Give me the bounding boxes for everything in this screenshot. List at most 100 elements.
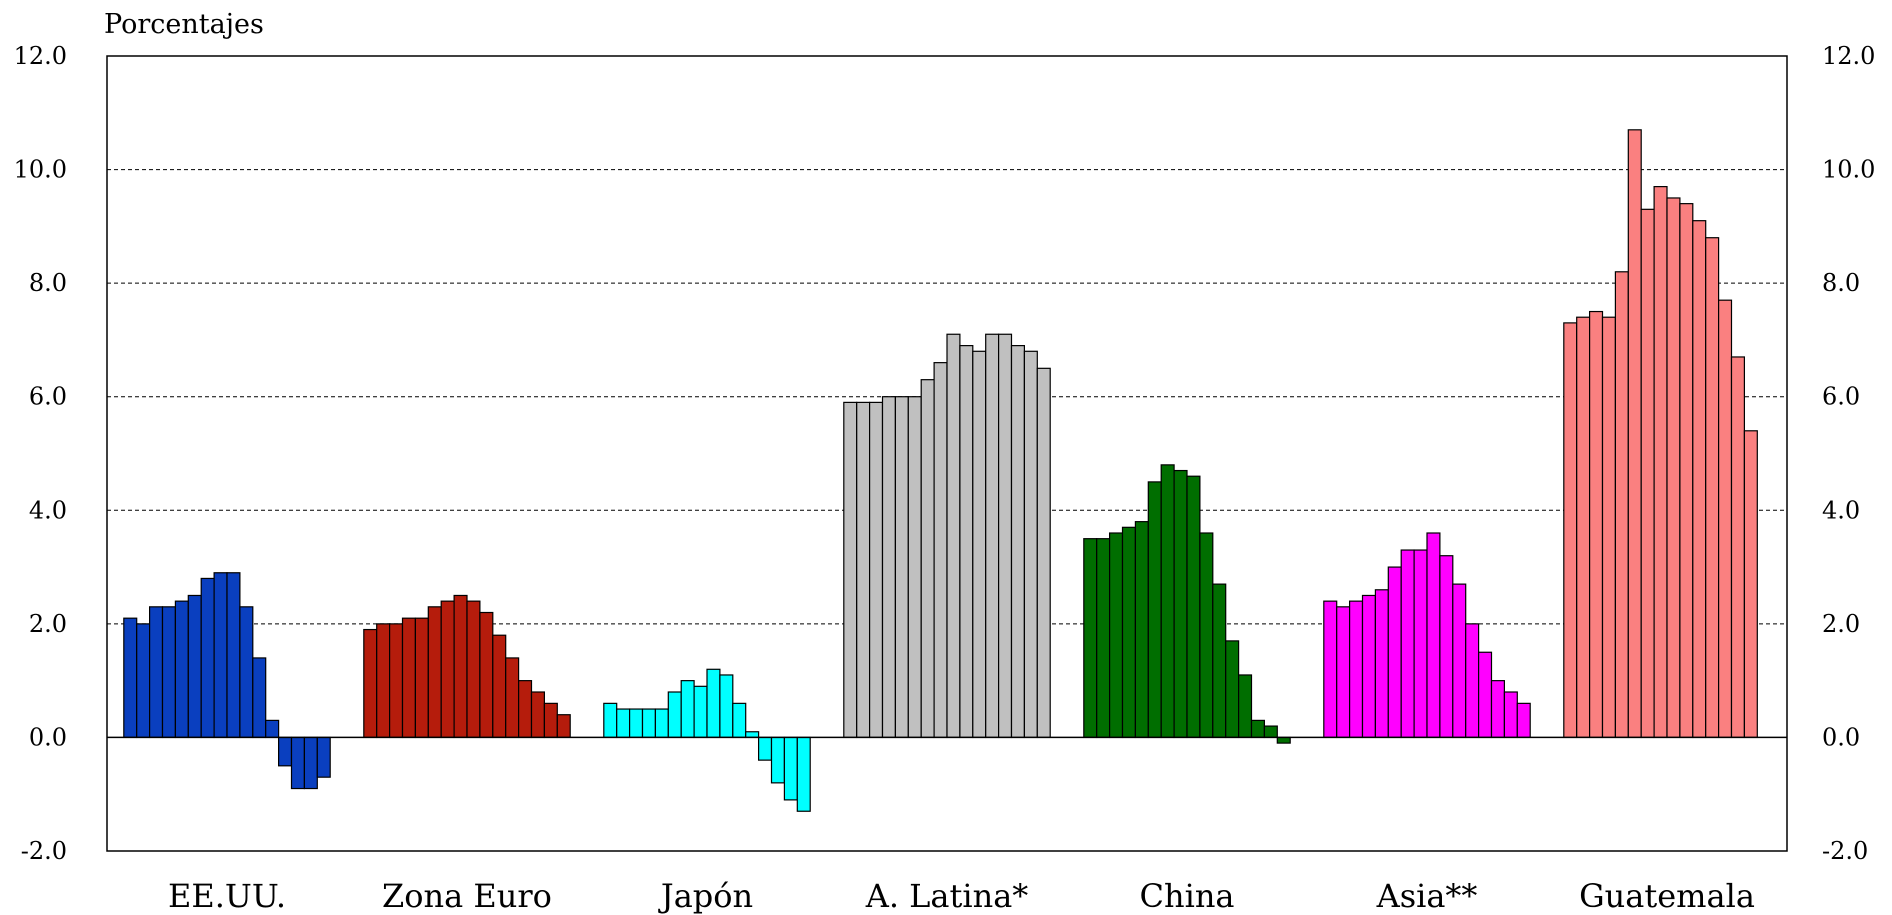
bar [616, 708, 631, 739]
y-tick-label-right: -2.0 [1822, 837, 1868, 865]
category-labels: EE.UU. Zona Euro Japón A. Latina* China Asia*… [168, 877, 1755, 915]
bar [213, 572, 228, 739]
bar [505, 657, 520, 739]
bar [1601, 316, 1616, 739]
bar [1666, 197, 1681, 739]
bar [920, 379, 935, 739]
bar [530, 691, 545, 739]
bar [174, 600, 189, 739]
bar [985, 333, 1000, 739]
bar [1134, 521, 1149, 739]
bar [1173, 469, 1188, 739]
bar [796, 736, 811, 812]
category-label: A. Latina* [865, 877, 1029, 915]
bar [290, 736, 305, 790]
bar [972, 350, 987, 739]
bar [1679, 203, 1694, 739]
bar [1250, 719, 1265, 739]
bar [1465, 623, 1480, 739]
category-label: Japón [658, 877, 753, 915]
bar [1439, 555, 1454, 739]
bar [641, 708, 656, 739]
bar [1323, 600, 1338, 739]
bar [946, 333, 961, 739]
category-label: Guatemala [1579, 877, 1755, 915]
bar [543, 702, 558, 739]
plot-area-frame [106, 55, 1788, 852]
bar [933, 362, 948, 739]
bar [757, 736, 773, 761]
category-label: EE.UU. [168, 877, 286, 915]
bar [1108, 532, 1124, 739]
bar [161, 606, 176, 739]
bar [492, 634, 507, 739]
bar [654, 708, 669, 739]
bar [1387, 566, 1402, 739]
bar [1400, 549, 1415, 739]
bar [1705, 237, 1720, 739]
bar [856, 401, 871, 739]
bar [1199, 532, 1214, 739]
bars [123, 129, 1758, 812]
bar [226, 572, 241, 739]
bar [466, 600, 481, 739]
bar [1121, 526, 1136, 739]
y-tick-label-right: 10.0 [1822, 156, 1875, 184]
bar [1336, 606, 1351, 739]
y-tick-label-left: 0.0 [29, 723, 67, 751]
bar [389, 623, 404, 739]
bar [265, 719, 280, 739]
bar [680, 680, 695, 739]
bar [1036, 367, 1051, 739]
bar [136, 623, 151, 739]
bar [1413, 549, 1428, 739]
bar [770, 736, 785, 784]
bar [1010, 345, 1025, 739]
bar [239, 606, 254, 739]
bar [316, 736, 331, 778]
y-tick-labels: 12.0 12.0 10.0 10.0 8.0 8.0 6.0 6.0 4.0 4.0 2.0 2.0… [14, 42, 1876, 865]
y-tick-label-right: 4.0 [1822, 496, 1860, 524]
bar [1588, 310, 1604, 739]
bar [1212, 583, 1227, 739]
bar [1640, 208, 1655, 739]
bar [187, 594, 202, 739]
y-tick-label-left: 12.0 [14, 42, 67, 70]
bar [440, 600, 455, 739]
y-tick-label-right: 0.0 [1822, 723, 1860, 751]
bar [303, 736, 318, 790]
y-tick-label-right: 12.0 [1822, 42, 1875, 70]
bar [843, 401, 858, 739]
bar [1361, 594, 1376, 739]
bar [1743, 430, 1758, 739]
bar [706, 668, 721, 739]
bar [1490, 680, 1505, 739]
category-label: Asia** [1376, 877, 1478, 915]
y-tick-label-left: -2.0 [21, 837, 67, 865]
bar [556, 714, 571, 739]
bar [1452, 583, 1467, 739]
bar [414, 617, 429, 739]
bar [1426, 532, 1441, 739]
bar [1083, 538, 1098, 739]
bar [1477, 651, 1493, 739]
bar [1730, 356, 1745, 739]
bar [401, 617, 416, 739]
bar [200, 577, 215, 739]
bar [1576, 316, 1591, 739]
bar [881, 396, 896, 739]
bar [1186, 475, 1201, 739]
bar [1653, 186, 1668, 739]
bar [1627, 129, 1642, 739]
bar [868, 401, 884, 739]
bar [479, 611, 494, 739]
bar [517, 680, 533, 739]
bar [363, 628, 378, 739]
bar [693, 685, 708, 739]
y-tick-label-left: 10.0 [14, 156, 67, 184]
bar [667, 691, 682, 739]
y-tick-label-left: 4.0 [29, 496, 67, 524]
y-tick-label-left: 6.0 [29, 383, 67, 411]
